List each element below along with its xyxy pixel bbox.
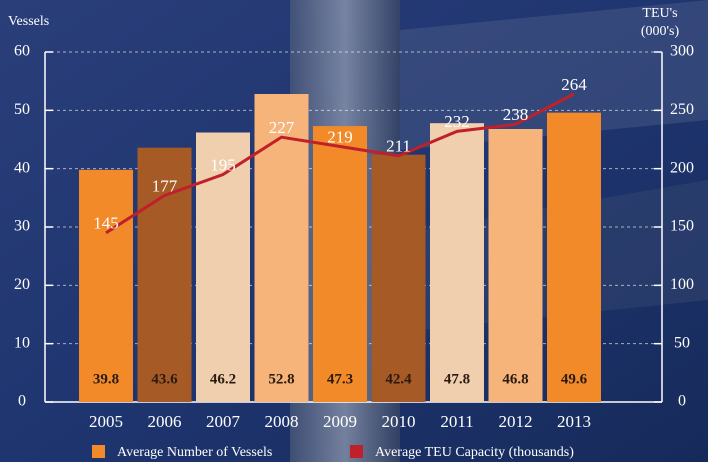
legend-label: Average TEU Capacity (thousands) [375, 445, 574, 460]
y-tick-label: 50 [14, 101, 30, 118]
y2-tick-label: 250 [670, 101, 694, 118]
y2-tick-label: 100 [670, 276, 694, 293]
line-value-label: 177 [152, 176, 178, 195]
x-tick-label: 2005 [89, 412, 123, 431]
legend-label: Average Number of Vessels [117, 445, 272, 460]
y2-tick-label: 50 [674, 334, 690, 351]
line-value-label: 145 [93, 214, 119, 233]
legend-swatch [350, 445, 363, 458]
y2-tick-label: 300 [670, 43, 694, 60]
chart: Vessels TEU's (000's) 0 10 20 30 40 50 60 0 50 10… [0, 0, 708, 462]
bar-value-label: 47.8 [444, 371, 470, 387]
x-tick-label: 2012 [499, 412, 533, 431]
bar [372, 155, 426, 402]
page: Vessels TEU's (000's) 0 10 20 30 40 50 60 0 50 10… [0, 0, 708, 462]
bar-value-label: 46.2 [210, 371, 236, 387]
y-tick-label: 0 [18, 393, 26, 410]
bar [430, 123, 484, 402]
y-tick-label: 60 [14, 43, 30, 60]
line-value-label: 211 [386, 137, 411, 156]
line-value-label: 232 [444, 112, 470, 131]
bar-value-label: 47.3 [327, 371, 353, 387]
line-value-label: 219 [327, 127, 353, 146]
bar-value-label: 39.8 [93, 371, 119, 387]
y2-axis-title: (000's) [641, 24, 680, 39]
bar-value-label: 42.4 [385, 371, 412, 387]
line-value-label: 195 [210, 155, 236, 174]
bar [79, 170, 133, 402]
x-tick-label: 2008 [265, 412, 299, 431]
x-tick-label: 2009 [323, 412, 357, 431]
x-tick-label: 2011 [440, 412, 473, 431]
x-tick-label: 2010 [382, 412, 416, 431]
legend-swatch [92, 445, 105, 458]
x-tick-label: 2013 [557, 412, 591, 431]
y-tick-label: 20 [14, 276, 30, 293]
bar-value-label: 43.6 [151, 371, 178, 387]
y2-tick-label: 0 [678, 393, 686, 410]
y-tick-label: 30 [14, 218, 30, 235]
y2-tick-label: 200 [670, 159, 694, 176]
y-tick-label: 10 [14, 334, 30, 351]
bar [489, 129, 543, 402]
bar [547, 113, 601, 402]
bar-value-label: 46.8 [502, 371, 528, 387]
bar-value-label: 52.8 [268, 371, 294, 387]
line-value-label: 227 [269, 118, 295, 137]
y-tick-label: 40 [14, 159, 30, 176]
y2-tick-label: 150 [670, 218, 694, 235]
bar [313, 126, 367, 402]
x-tick-label: 2007 [206, 412, 241, 431]
line-value-label: 264 [561, 75, 587, 94]
y-axis-title: Vessels [8, 14, 49, 29]
line-value-label: 238 [503, 105, 529, 124]
y2-axis-title: TEU's [642, 6, 677, 21]
x-tick-label: 2006 [148, 412, 182, 431]
bar-value-label: 49.6 [561, 371, 588, 387]
